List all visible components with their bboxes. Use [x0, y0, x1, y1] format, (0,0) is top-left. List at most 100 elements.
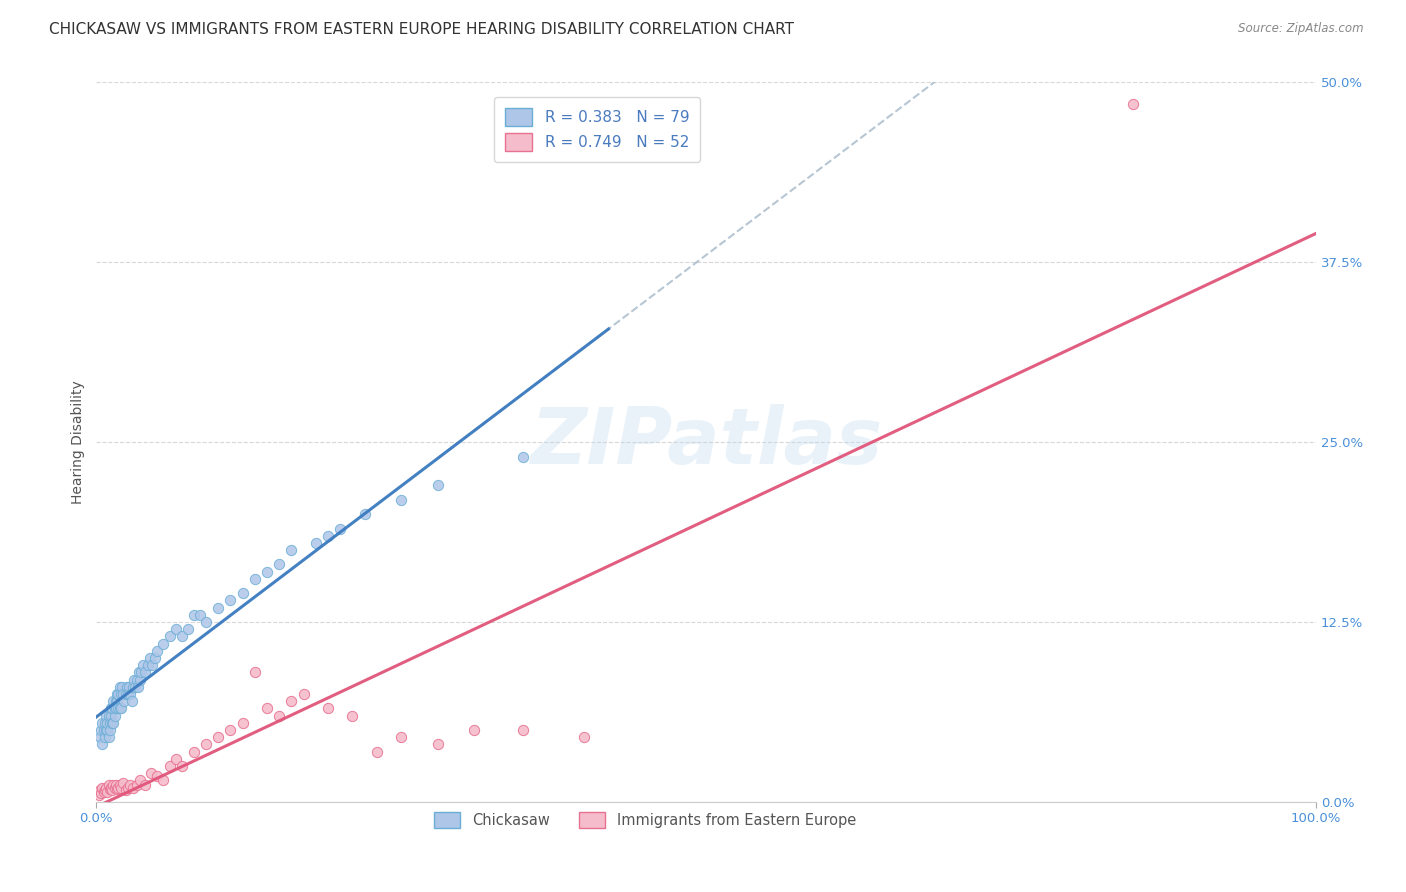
Point — [159, 759, 181, 773]
Point — [232, 715, 254, 730]
Point — [100, 701, 122, 715]
Point — [114, 783, 136, 797]
Point — [94, 730, 117, 744]
Point — [110, 780, 132, 795]
Point — [170, 759, 193, 773]
Point — [177, 622, 200, 636]
Point — [256, 701, 278, 715]
Point — [104, 701, 127, 715]
Point — [93, 723, 115, 737]
Text: ZIPatlas: ZIPatlas — [530, 404, 882, 480]
Point — [104, 708, 127, 723]
Point — [94, 708, 117, 723]
Point — [146, 769, 169, 783]
Point — [104, 701, 127, 715]
Point — [125, 673, 148, 687]
Point — [112, 687, 135, 701]
Point — [122, 673, 145, 687]
Point — [165, 752, 187, 766]
Point — [124, 680, 146, 694]
Point — [316, 701, 339, 715]
Point — [572, 730, 595, 744]
Point — [101, 701, 124, 715]
Point — [105, 781, 128, 796]
Point — [103, 694, 125, 708]
Point — [292, 687, 315, 701]
Point — [117, 687, 139, 701]
Point — [94, 780, 117, 795]
Point — [115, 680, 138, 694]
Point — [127, 680, 149, 694]
Point — [91, 780, 114, 795]
Point — [96, 723, 118, 737]
Point — [96, 715, 118, 730]
Point — [207, 600, 229, 615]
Point — [512, 450, 534, 464]
Point — [219, 723, 242, 737]
Point — [463, 723, 485, 737]
Point — [98, 723, 121, 737]
Point — [280, 543, 302, 558]
Point — [112, 694, 135, 708]
Point — [129, 773, 152, 788]
Point — [219, 593, 242, 607]
Point — [512, 723, 534, 737]
Point — [146, 644, 169, 658]
Point — [120, 687, 142, 701]
Point — [120, 778, 142, 792]
Point — [426, 737, 449, 751]
Point — [94, 783, 117, 797]
Point — [111, 680, 134, 694]
Point — [103, 715, 125, 730]
Point — [129, 673, 152, 687]
Point — [94, 715, 117, 730]
Point — [103, 778, 125, 792]
Point — [316, 529, 339, 543]
Point — [100, 708, 122, 723]
Point — [91, 715, 114, 730]
Point — [353, 507, 375, 521]
Legend: Chickasaw, Immigrants from Eastern Europe: Chickasaw, Immigrants from Eastern Europ… — [429, 806, 862, 834]
Point — [104, 778, 127, 792]
Point — [108, 680, 131, 694]
Point — [243, 572, 266, 586]
Point — [131, 665, 153, 680]
Point — [256, 565, 278, 579]
Point — [87, 788, 110, 802]
Point — [183, 607, 205, 622]
Point — [269, 708, 291, 723]
Point — [104, 694, 127, 708]
Point — [91, 737, 114, 751]
Point — [141, 658, 163, 673]
Point — [98, 781, 121, 796]
Point — [342, 708, 364, 723]
Point — [108, 701, 131, 715]
Point — [93, 785, 115, 799]
Point — [94, 723, 117, 737]
Y-axis label: Hearing Disability: Hearing Disability — [72, 380, 86, 504]
Point — [105, 694, 128, 708]
Point — [122, 780, 145, 795]
Point — [98, 715, 121, 730]
Point — [134, 665, 156, 680]
Point — [329, 522, 352, 536]
Point — [195, 615, 218, 629]
Point — [100, 780, 122, 795]
Point — [107, 687, 129, 701]
Point — [110, 701, 132, 715]
Point — [125, 778, 148, 792]
Point — [107, 701, 129, 715]
Point — [170, 629, 193, 643]
Point — [101, 783, 124, 797]
Point — [128, 665, 150, 680]
Point — [134, 778, 156, 792]
Point — [389, 730, 412, 744]
Point — [114, 687, 136, 701]
Point — [110, 687, 132, 701]
Point — [165, 622, 187, 636]
Point — [97, 730, 120, 744]
Point — [269, 558, 291, 572]
Point — [152, 773, 174, 788]
Point — [89, 730, 111, 744]
Point — [97, 708, 120, 723]
